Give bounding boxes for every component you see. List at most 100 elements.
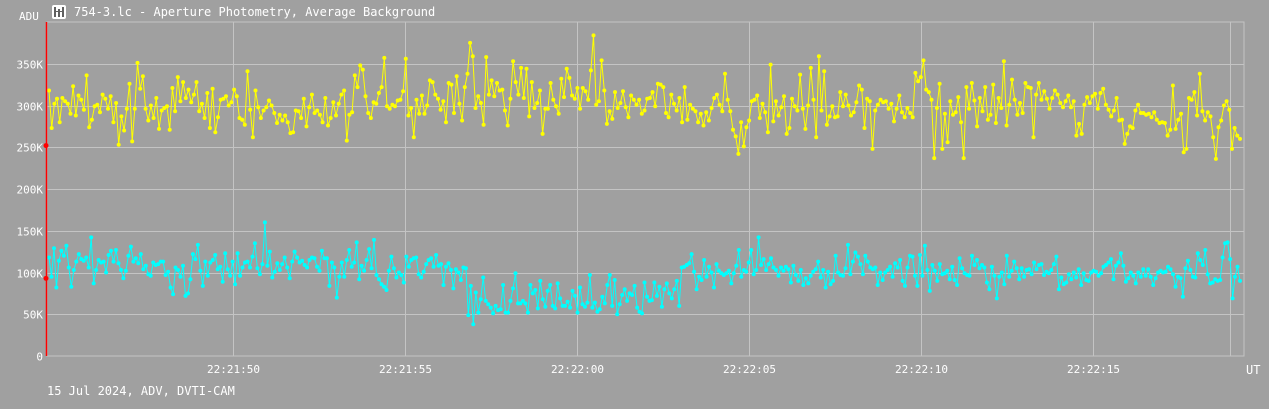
data-point — [47, 88, 51, 93]
data-point — [438, 107, 443, 112]
data-point — [980, 263, 984, 267]
data-point — [1120, 117, 1124, 122]
x-tick-label: 22:21:50 — [207, 363, 260, 376]
data-point — [610, 116, 615, 121]
data-point — [81, 107, 86, 112]
data-point — [336, 101, 341, 106]
data-point — [645, 294, 649, 299]
data-point — [992, 273, 997, 278]
data-point — [449, 82, 454, 87]
data-point — [205, 91, 210, 95]
data-point — [301, 96, 306, 101]
data-point — [854, 100, 859, 105]
data-point — [988, 112, 993, 117]
data-point — [1153, 276, 1158, 281]
data-point — [122, 128, 127, 133]
data-point — [1238, 136, 1242, 141]
data-point — [787, 126, 792, 130]
data-point — [955, 283, 960, 287]
data-point — [709, 270, 714, 275]
y-tick-label: 300K — [17, 101, 44, 114]
data-point — [792, 104, 797, 109]
data-point — [87, 125, 92, 130]
data-point — [953, 110, 958, 115]
data-point — [1039, 262, 1044, 267]
data-point — [1023, 81, 1028, 85]
data-point — [363, 94, 368, 99]
data-point — [751, 272, 756, 277]
data-point — [1173, 284, 1178, 289]
data-point — [1232, 126, 1237, 130]
data-point — [653, 104, 658, 109]
data-point — [926, 90, 931, 95]
data-point — [808, 273, 813, 278]
data-point — [1095, 106, 1100, 111]
data-point — [1176, 117, 1181, 122]
data-point — [138, 86, 143, 91]
data-point — [488, 305, 493, 310]
data-point — [369, 266, 374, 271]
data-point — [384, 288, 389, 292]
data-point — [707, 264, 711, 269]
data-point — [964, 85, 969, 90]
data-point — [595, 309, 600, 314]
data-point — [165, 104, 169, 109]
data-point — [104, 270, 109, 275]
data-point — [1130, 126, 1135, 130]
data-point — [822, 69, 827, 74]
data-point — [226, 103, 231, 108]
data-point — [1203, 248, 1208, 252]
data-point — [828, 282, 833, 287]
data-point — [52, 101, 57, 106]
data-point — [238, 273, 243, 278]
data-point — [96, 258, 101, 262]
data-point — [205, 273, 210, 278]
data-point — [344, 258, 349, 262]
data-point — [604, 121, 609, 126]
data-point — [312, 256, 317, 261]
data-point — [870, 146, 875, 151]
data-point — [1233, 274, 1237, 279]
data-point — [620, 293, 625, 297]
data-point — [647, 96, 652, 100]
data-point — [518, 301, 523, 306]
data-point — [250, 135, 255, 140]
data-point — [181, 80, 186, 85]
data-point — [1219, 118, 1224, 123]
data-point — [623, 105, 628, 110]
data-point — [332, 265, 337, 270]
data-point — [1230, 296, 1235, 301]
data-point — [342, 274, 347, 279]
data-point — [441, 99, 446, 104]
data-point — [975, 258, 979, 262]
data-point — [264, 105, 269, 110]
data-point — [897, 93, 902, 98]
data-point — [130, 139, 135, 144]
start-marker — [43, 22, 49, 356]
data-point — [739, 120, 744, 125]
series-layer — [47, 33, 1242, 327]
data-point — [422, 111, 427, 116]
data-point — [456, 270, 461, 275]
data-point — [680, 120, 685, 125]
data-point — [1173, 126, 1178, 131]
data-point — [540, 131, 545, 136]
data-point — [396, 270, 401, 275]
data-point — [796, 278, 801, 283]
data-point — [934, 106, 939, 110]
data-point — [111, 259, 116, 264]
data-point — [114, 101, 119, 105]
data-point — [554, 104, 558, 109]
data-point — [379, 85, 384, 90]
data-point — [451, 286, 456, 291]
data-point — [776, 113, 781, 118]
data-point — [666, 115, 671, 120]
data-point — [1044, 96, 1049, 101]
data-point — [921, 58, 926, 63]
data-point — [746, 260, 751, 265]
data-point — [386, 268, 391, 273]
data-point — [101, 259, 106, 264]
data-point — [892, 119, 896, 124]
data-point — [755, 93, 760, 98]
lightcurve-app-icon[interactable] — [52, 5, 66, 19]
